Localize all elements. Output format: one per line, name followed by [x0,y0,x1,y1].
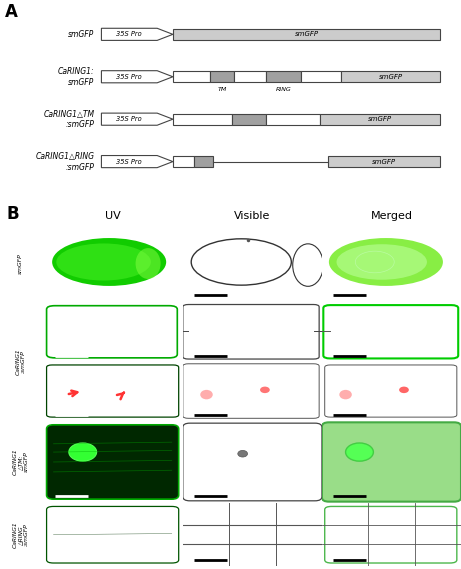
Text: smGFP: smGFP [68,78,95,87]
Ellipse shape [339,390,352,399]
Ellipse shape [52,238,166,286]
Bar [328,156,440,167]
Text: UV: UV [106,211,121,221]
Text: CaRING1△TM: CaRING1△TM [43,110,95,118]
Ellipse shape [136,248,160,279]
Bar [266,114,320,125]
Text: TM: TM [218,86,227,92]
Text: CaRING1:: CaRING1: [58,67,95,76]
Bar [173,71,210,83]
Text: 35S Pro: 35S Pro [117,74,142,80]
Bar [320,114,440,125]
Text: CaRING1△RING: CaRING1△RING [35,152,95,161]
Ellipse shape [399,386,409,393]
Text: smGFP: smGFP [18,253,23,274]
Ellipse shape [200,390,213,399]
Ellipse shape [56,244,151,281]
Bar [301,71,341,83]
Text: smGFP: smGFP [379,74,403,80]
Bar [266,71,301,83]
Text: Visible: Visible [234,211,271,221]
FancyBboxPatch shape [322,422,461,502]
Text: 35S Pro: 35S Pro [117,159,142,164]
Text: CaRING1
△TM:
smGFP: CaRING1 △TM: smGFP [12,448,29,475]
Text: 35S Pro: 35S Pro [117,31,142,38]
Ellipse shape [69,443,97,461]
Bar [194,156,213,167]
Bar [234,71,266,83]
Text: smGFP: smGFP [372,159,396,164]
Ellipse shape [260,386,270,393]
Text: RING: RING [276,86,292,92]
FancyBboxPatch shape [47,425,179,499]
Bar [173,156,194,167]
Text: 35S Pro: 35S Pro [117,116,142,122]
Bar [173,114,232,125]
Ellipse shape [329,238,443,286]
Ellipse shape [346,443,373,461]
Text: CaRING1
:smGFP: CaRING1 :smGFP [15,348,26,375]
Text: smGFP: smGFP [295,31,319,38]
Text: A: A [5,3,18,21]
Text: CaRING1
△RING
:smGFP: CaRING1 △RING :smGFP [12,521,29,548]
Text: smGFP: smGFP [68,30,95,39]
Bar [341,71,440,83]
Bar [210,71,234,83]
Polygon shape [101,113,173,125]
Ellipse shape [337,244,427,280]
Text: smGFP: smGFP [368,116,392,122]
Text: :smGFP: :smGFP [65,120,95,129]
Text: Merged: Merged [371,211,413,221]
Bar [173,29,440,40]
Text: :smGFP: :smGFP [65,163,95,172]
Polygon shape [101,155,173,168]
Text: B: B [6,205,19,223]
Polygon shape [101,28,173,40]
Polygon shape [101,71,173,83]
Ellipse shape [238,451,248,457]
Bar [232,114,266,125]
